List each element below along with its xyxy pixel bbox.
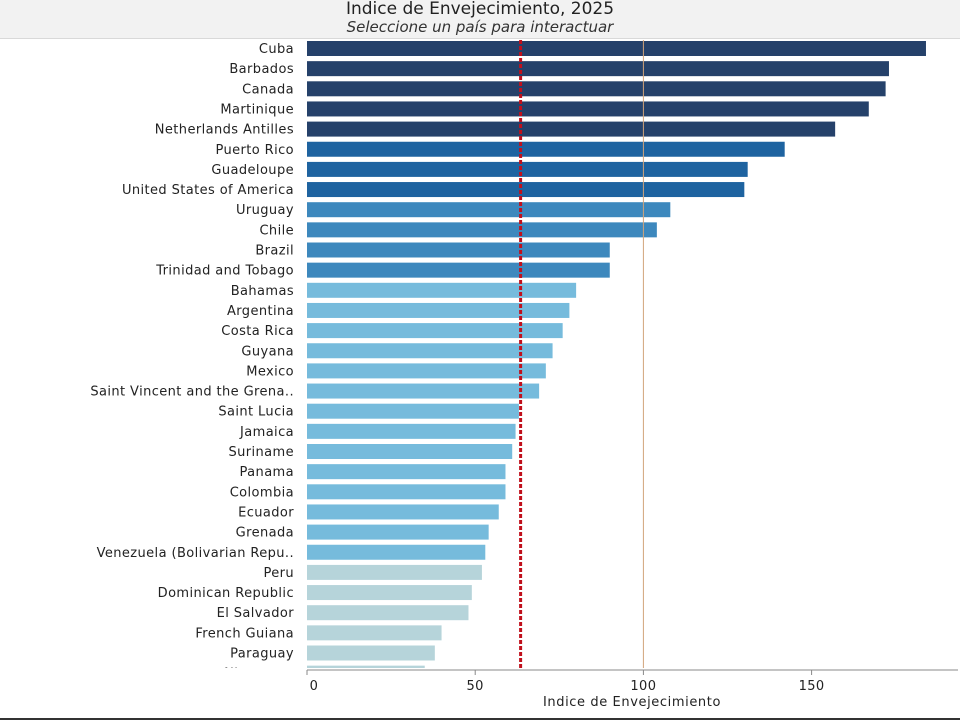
bar-nicaragua[interactable] [307, 665, 425, 681]
bar-costa-rica[interactable] [307, 323, 563, 339]
category-label-martinique: Martinique [220, 102, 294, 117]
x-tick-label-0: 0 [310, 679, 319, 694]
chart-title: Indice de Envejecimiento, 2025 [345, 0, 615, 19]
bottom-frame [0, 718, 960, 720]
bar-netherlands-antilles[interactable] [307, 121, 836, 137]
category-label-barbados: Barbados [229, 62, 294, 77]
category-label-guyana: Guyana [241, 344, 294, 359]
x-axis: 0 50 100 150 Indice de Envejecimiento [306, 669, 958, 710]
category-label-saint-lucia: Saint Lucia [218, 405, 294, 420]
bar-argentina[interactable] [307, 302, 570, 318]
bar-venezuela-bolivarian-repu[interactable] [307, 544, 486, 560]
bar-paraguay[interactable] [307, 645, 435, 661]
bar-chile[interactable] [307, 222, 657, 238]
category-label-cuba: Cuba [259, 42, 294, 57]
bar-barbados[interactable] [307, 61, 889, 77]
category-label-peru: Peru [263, 566, 294, 581]
category-label-united-states-of-america: United States of America [122, 183, 294, 198]
bar-uruguay[interactable] [307, 202, 671, 218]
bar-colombia[interactable] [307, 484, 506, 500]
chart-header: Indice de Envejecimiento, 2025 Seleccion… [0, 0, 960, 39]
x-axis-title: Indice de Envejecimiento [543, 695, 721, 710]
category-label-grenada: Grenada [236, 526, 294, 541]
category-label-costa-rica: Costa Rica [221, 324, 294, 339]
category-label-french-guiana: French Guiana [195, 626, 294, 641]
x-tick-label-100: 100 [630, 679, 656, 694]
bar-united-states-of-america[interactable] [307, 182, 745, 198]
bar-peru[interactable] [307, 564, 482, 580]
category-label-brazil: Brazil [255, 244, 294, 259]
category-label-netherlands-antilles: Netherlands Antilles [155, 123, 294, 138]
bar-ecuador[interactable] [307, 504, 499, 520]
bar-bahamas[interactable] [307, 282, 577, 298]
bar-panama[interactable] [307, 464, 506, 480]
category-label-jamaica: Jamaica [239, 425, 294, 440]
bar-puerto-rico[interactable] [307, 141, 785, 157]
bar-mexico[interactable] [307, 363, 546, 379]
category-label-paraguay: Paraguay [230, 647, 294, 662]
bar-guyana[interactable] [307, 343, 553, 359]
category-label-suriname: Suriname [228, 445, 294, 460]
bar-canada[interactable] [307, 81, 886, 97]
category-label-dominican-republic: Dominican Republic [158, 586, 294, 601]
aging-index-bar-chart: Cuba Barbados Canada Martinique Netherlands … [90, 40, 958, 710]
bar-saint-vincent-and-the-grena[interactable] [307, 383, 540, 399]
category-label-puerto-rico: Puerto Rico [215, 143, 294, 158]
category-label-chile: Chile [259, 223, 294, 238]
chart-subtitle: Seleccione un país para interactuar [346, 18, 614, 36]
bar-french-guiana[interactable] [307, 625, 442, 641]
category-label-canada: Canada [242, 82, 294, 97]
bars[interactable] [307, 41, 926, 681]
bar-suriname[interactable] [307, 444, 513, 459]
category-label-guadeloupe: Guadeloupe [211, 163, 294, 178]
bar-cuba[interactable] [307, 41, 926, 56]
category-label-panama: Panama [240, 465, 294, 480]
category-label-uruguay: Uruguay [236, 203, 294, 218]
category-labels: Cuba Barbados Canada Martinique Netherlands … [90, 42, 295, 682]
x-tick-label-50: 50 [467, 679, 484, 694]
bar-trinidad-and-tobago[interactable] [307, 262, 610, 278]
category-label-bahamas: Bahamas [231, 284, 294, 299]
bar-brazil[interactable] [307, 242, 610, 258]
reference-lines [519, 40, 644, 668]
category-label-trinidad-and-tobago: Trinidad and Tobago [155, 264, 294, 279]
bar-dominican-republic[interactable] [307, 585, 472, 601]
category-label-el-salvador: El Salvador [217, 606, 295, 621]
category-label-argentina: Argentina [227, 304, 294, 319]
category-label-venezuela-bolivarian-repu: Venezuela (Bolivarian Repu.. [97, 546, 294, 561]
category-label-saint-vincent-and-the-grena: Saint Vincent and the Grena.. [90, 385, 294, 400]
category-label-mexico: Mexico [246, 364, 294, 379]
bar-martinique[interactable] [307, 101, 869, 117]
bar-jamaica[interactable] [307, 423, 516, 439]
bar-grenada[interactable] [307, 524, 489, 540]
bar-guadeloupe[interactable] [307, 161, 748, 177]
category-label-nicaragua: Nicaragua [224, 667, 294, 682]
category-label-colombia: Colombia [230, 485, 294, 500]
bar-saint-lucia[interactable] [307, 403, 519, 419]
x-tick-label-150: 150 [799, 679, 825, 694]
bar-el-salvador[interactable] [307, 605, 469, 621]
category-label-ecuador: Ecuador [238, 505, 294, 520]
